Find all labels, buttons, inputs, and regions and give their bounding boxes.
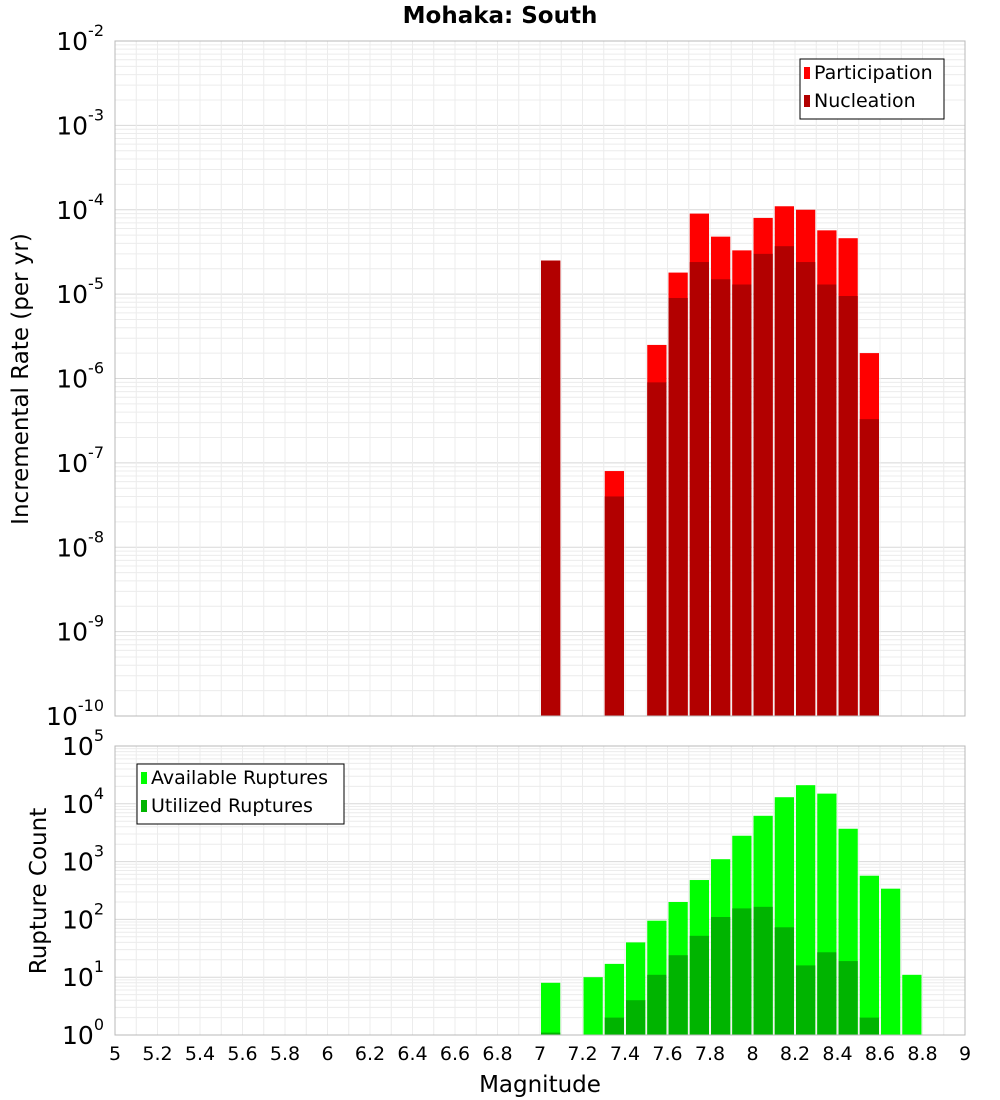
bar [668,297,688,716]
top-y-axis-label: Incremental Rate (per yr) [8,233,34,525]
bar [626,1000,646,1035]
bar [732,284,752,716]
bar [604,1017,624,1035]
x-tick-label: 7.4 [610,1043,640,1065]
y-tick-label: 10-8 [56,527,104,562]
x-tick-label: 6.6 [440,1043,470,1065]
x-tick-label: 9 [959,1043,971,1065]
y-tick-label: 10-3 [56,105,104,140]
legend-label: Participation [814,62,933,84]
x-tick-label: 7.2 [567,1043,597,1065]
bar [774,927,794,1035]
legend-swatch [141,772,147,784]
top-gridlines [114,41,966,717]
bar [541,1032,561,1035]
bar [774,246,794,716]
x-tick-label: 8.8 [907,1043,937,1065]
legend-box [136,763,345,825]
bar [541,982,561,1035]
y-tick-label: 10-4 [56,190,104,225]
bar [817,952,837,1035]
y-tick-label: 10-5 [56,274,104,309]
x-tick-label: 8.6 [865,1043,895,1065]
top-series-1 [541,246,879,716]
x-tick-label: 6.4 [397,1043,427,1065]
legend-label: Available Ruptures [151,767,328,789]
top-plot: 10-1010-910-810-710-610-510-410-310-2Par… [46,21,966,731]
bar [817,284,837,716]
bar [753,253,773,716]
y-tick-label: 105 [62,726,104,761]
legend-swatch [804,95,810,107]
x-tick-label: 8.2 [780,1043,810,1065]
bar [902,974,922,1035]
x-axis-label: Magnitude [479,1072,601,1098]
bar [689,935,709,1035]
bar [796,262,816,716]
y-tick-label: 10-6 [56,359,104,394]
x-tick-label: 7.8 [695,1043,725,1065]
bar [541,260,561,716]
bar [732,908,752,1035]
x-tick-label: 8 [746,1043,758,1065]
bottom-plot-frame [114,745,966,1036]
y-tick-label: 10-2 [56,21,104,56]
x-tick-label: 5.6 [227,1043,257,1065]
y-tick-label: 104 [62,784,104,819]
bar [753,906,773,1035]
bar [604,963,624,1035]
bar [668,955,688,1035]
chart-title: Mohaka: South [403,3,598,29]
bar [859,1017,879,1035]
x-tick-label: 5.2 [142,1043,172,1065]
bar [796,965,816,1035]
y-tick-label: 103 [62,842,104,877]
x-tick-label: 5.8 [270,1043,300,1065]
bar [689,262,709,716]
y-tick-label: 102 [62,899,104,934]
x-tick-label: 5.4 [185,1043,215,1065]
y-tick-label: 10-9 [56,612,104,647]
x-tick-label: 8.4 [822,1043,852,1065]
legend-swatch [141,800,147,812]
bar [711,279,731,716]
bottom-series-1 [541,906,879,1035]
bottom-legend: Available Ruptures Utilized Ruptures [136,763,345,825]
x-tick-label: 6 [321,1043,333,1065]
bottom-plot: 100 101 102 103 104 105 Available Ruptures Util… [62,726,971,1065]
x-tick-label: 6.2 [355,1043,385,1065]
bar [583,977,603,1035]
bar [647,382,667,716]
y-tick-label: 101 [62,957,104,992]
y-tick-label: 10-7 [56,443,104,478]
bar [859,419,879,716]
x-tick-label: 5 [109,1043,121,1065]
bar [711,917,731,1035]
x-tick-label: 6.8 [482,1043,512,1065]
bar [881,888,901,1035]
legend-label: Nucleation [814,90,916,112]
y-tick-label: 100 [62,1015,104,1050]
x-tick-label: 7.6 [652,1043,682,1065]
bar [647,974,667,1035]
x-tick-label: 7 [534,1043,546,1065]
legend-box [799,58,945,120]
bar [838,296,858,716]
bar [838,961,858,1035]
bar [604,496,624,716]
top-legend: Participation Nucleation [799,58,945,120]
bottom-y-axis-label: Rupture Count [26,808,52,974]
top-plot-frame [114,40,966,717]
legend-swatch [804,67,810,79]
bar [859,875,879,1035]
legend-label: Utilized Ruptures [151,795,313,817]
